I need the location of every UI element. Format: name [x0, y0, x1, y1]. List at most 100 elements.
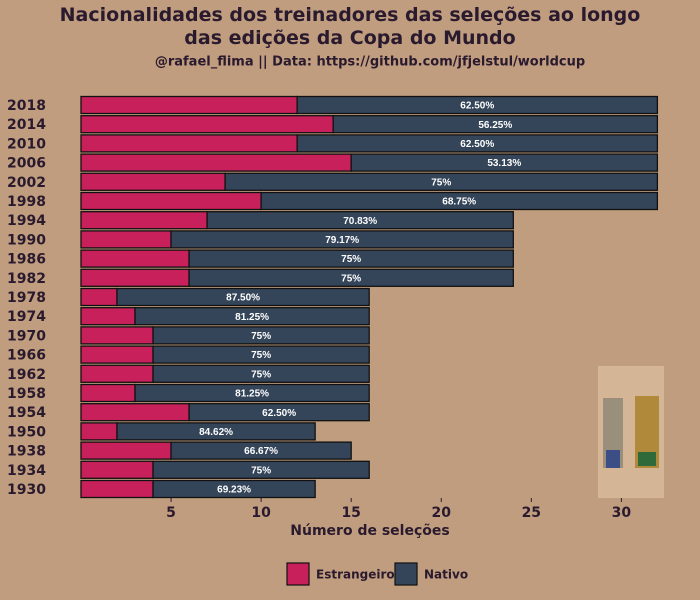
bar-label: 75%: [341, 254, 361, 265]
bar-label: 87.50%: [226, 293, 260, 304]
bar-segment: [80, 230, 172, 249]
bar-label: 62.50%: [460, 101, 494, 112]
bar-segment: [80, 383, 136, 403]
x-tick-label: 25: [522, 505, 541, 521]
bar-segment: [188, 268, 514, 287]
x-axis-label: Número de seleções: [290, 523, 449, 539]
x-tick-label: 30: [612, 505, 632, 521]
bar-label: 81.25%: [235, 312, 269, 323]
bar-segment: [80, 268, 190, 287]
bar-segment: [152, 479, 316, 499]
y-tick-label: 1930: [7, 482, 46, 498]
legend-label: Nativo: [424, 568, 468, 582]
y-tick-label: 1974: [7, 309, 46, 325]
y-tick-label: 1982: [7, 271, 46, 287]
bar-segment: [80, 287, 118, 307]
bar-segment: [80, 249, 190, 268]
y-tick-label: 2010: [7, 136, 46, 152]
x-tick-label: 5: [166, 505, 176, 521]
bar-label: 75%: [251, 350, 271, 361]
y-tick-label: 1966: [7, 348, 46, 364]
bar-segment: [296, 95, 659, 115]
bar-label: 66.67%: [244, 446, 278, 457]
y-tick-label: 2002: [7, 175, 46, 191]
bar-label: 62.50%: [262, 408, 296, 419]
bar-label: 56.25%: [478, 120, 512, 131]
y-tick-label: 1934: [7, 463, 46, 479]
bar-segment: [152, 460, 370, 479]
bar-segment: [206, 211, 514, 230]
y-tick-label: 1998: [7, 194, 46, 210]
bar-segment: [350, 153, 659, 172]
bar-label: 68.75%: [442, 197, 476, 208]
y-tick-label: 1958: [7, 386, 46, 402]
y-tick-label: 1990: [7, 232, 46, 248]
trophy-image: [598, 366, 664, 498]
bar-label: 75%: [251, 369, 271, 380]
y-tick-label: 2006: [7, 156, 46, 172]
bar-segment: [152, 364, 370, 383]
x-tick-label: 20: [432, 505, 452, 521]
x-tick-label: 10: [251, 505, 271, 521]
y-tick-label: 1986: [7, 252, 46, 268]
x-tick-label: 15: [341, 505, 360, 521]
bar-label: 75%: [251, 331, 271, 342]
y-tick-label: 1938: [7, 444, 46, 460]
y-tick-label: 1962: [7, 367, 46, 383]
bar-label: 75%: [251, 465, 271, 476]
bar-label: 84.62%: [199, 427, 233, 438]
bar-label: 69.23%: [217, 485, 251, 496]
bar-segment: [80, 153, 352, 172]
bar-segment: [80, 345, 154, 364]
y-tick-label: 1954: [7, 405, 46, 421]
bar-label: 75%: [341, 273, 361, 284]
bar-segment: [80, 211, 208, 230]
y-tick-label: 1950: [7, 424, 46, 440]
bar-segment: [80, 479, 154, 499]
chart-title: Nacionalidades dos treinadores das seleç…: [59, 4, 641, 49]
y-tick-label: 1994: [7, 213, 46, 229]
bar-label: 79.17%: [325, 235, 359, 246]
bar-segment: [80, 460, 154, 479]
bar-segment: [80, 422, 118, 441]
bar-segment: [80, 307, 136, 326]
bar-segment: [152, 345, 370, 364]
bar-segment: [134, 383, 370, 403]
bar-segment: [80, 403, 190, 422]
bar-segment: [188, 403, 370, 422]
bar-label: 81.25%: [235, 389, 269, 400]
bar-segment: [80, 95, 298, 115]
bar-label: 62.50%: [460, 139, 494, 150]
bar-segment: [116, 422, 316, 441]
bar-segment: [332, 115, 659, 134]
y-tick-label: 1978: [7, 290, 46, 306]
legend-swatch: [286, 562, 310, 586]
bar-segment: [296, 134, 659, 153]
bar-segment: [116, 287, 370, 307]
bar-segment: [80, 326, 154, 345]
bar-segment: [80, 364, 154, 383]
bar-segment: [80, 441, 172, 460]
bar-segment: [80, 115, 334, 134]
bar-segment: [224, 172, 659, 191]
bar-label: 53.13%: [487, 158, 521, 169]
bar-segment: [80, 172, 226, 191]
bar-segment: [134, 307, 370, 326]
bar-segment: [260, 191, 659, 211]
y-tick-label: 1970: [7, 328, 46, 344]
bar-segment: [152, 326, 370, 345]
y-tick-label: 2018: [7, 98, 46, 114]
bar-segment: [170, 441, 352, 460]
bar-label: 75%: [431, 177, 451, 188]
legend-label: Estrangeiro: [316, 568, 395, 582]
bar-segment: [188, 249, 514, 268]
bar-label: 70.83%: [343, 216, 377, 227]
legend-swatch: [394, 562, 418, 586]
bar-segment: [170, 230, 514, 249]
chart-subtitle: @rafael_flima || Data: https://github.co…: [155, 55, 585, 70]
y-tick-label: 2014: [7, 117, 46, 133]
bar-segment: [80, 134, 298, 153]
bar-segment: [80, 191, 262, 211]
